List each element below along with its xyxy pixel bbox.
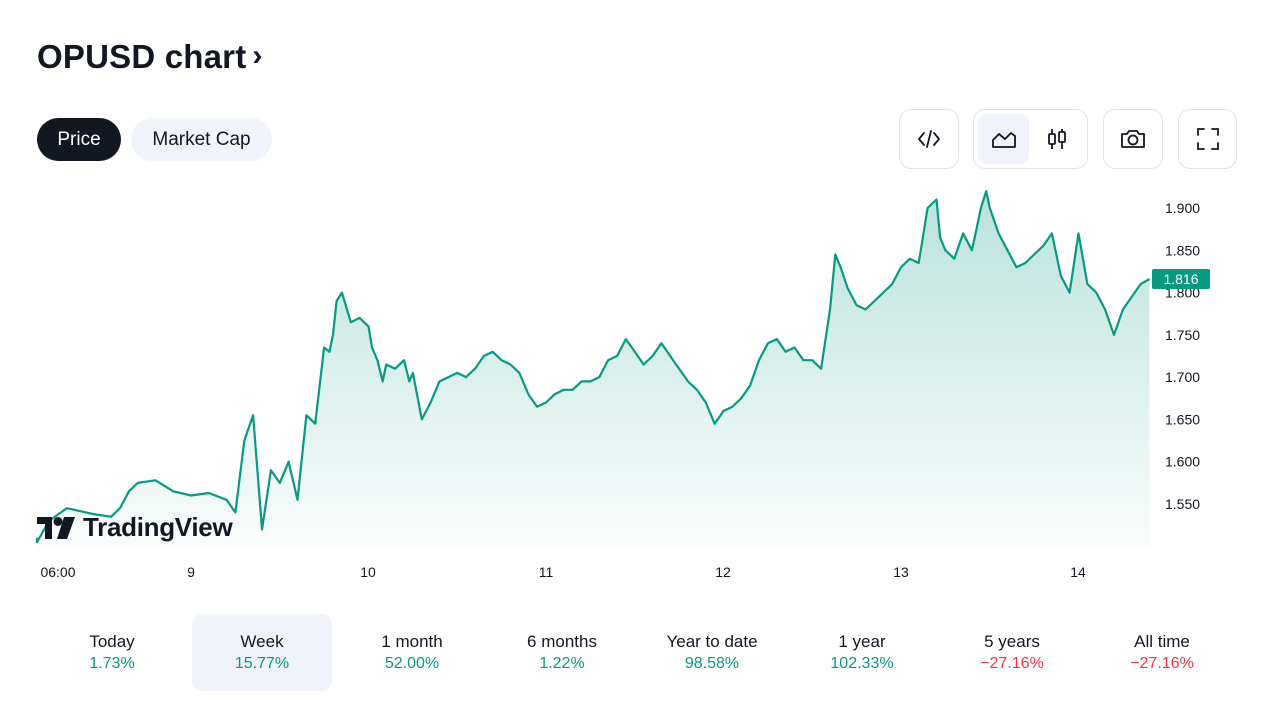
period-change-value: 98.58%	[684, 655, 740, 672]
y-tick-label: 1.900	[1165, 200, 1200, 216]
tradingview-logo-icon	[37, 516, 75, 539]
tradingview-logo[interactable]: TradingView	[37, 512, 233, 543]
period-label: Week	[240, 632, 284, 651]
last-price-tag: 1.816	[1152, 269, 1210, 290]
price-area-fill	[37, 191, 1150, 548]
x-tick-label: 12	[715, 564, 731, 580]
page-title: OPUSD chart	[37, 38, 247, 75]
price-line	[35, 190, 1151, 544]
period-week[interactable]: Week 15.77%	[192, 614, 332, 691]
period-6-months[interactable]: 6 months 1.22%	[492, 614, 632, 691]
tab-price-label: Price	[57, 128, 101, 150]
x-tick-label: 10	[360, 564, 376, 580]
period-label: 1 year	[838, 632, 886, 651]
chevron-right-icon: ›	[252, 39, 263, 72]
tradingview-logo-text: TradingView	[83, 512, 233, 542]
candles-button[interactable]	[1031, 114, 1082, 164]
x-axis: 06:00 9 10 11 12 13 14	[40, 564, 1086, 580]
fullscreen-button[interactable]	[1178, 109, 1237, 169]
y-tick-label: 1.600	[1165, 454, 1200, 470]
tab-market-cap[interactable]: Market Cap	[131, 118, 272, 161]
x-tick-label: 9	[187, 564, 195, 580]
period-today[interactable]: Today 1.73%	[42, 614, 182, 691]
period-label: Today	[89, 632, 135, 651]
fullscreen-icon	[1196, 128, 1219, 150]
code-icon	[918, 130, 940, 148]
x-tick-label: 14	[1070, 564, 1086, 580]
period-label: Year to date	[666, 632, 758, 651]
period-change-value: −27.16%	[980, 655, 1044, 672]
y-tick-label: 1.850	[1165, 242, 1200, 258]
period-change-value: 52.00%	[384, 655, 440, 672]
chart-title-link[interactable]: OPUSD chart ›	[37, 38, 262, 76]
period-1-month[interactable]: 1 month 52.00%	[342, 614, 482, 691]
y-tick-label: 1.650	[1165, 411, 1200, 427]
embed-button[interactable]	[899, 109, 959, 169]
chart-type-toggle	[973, 109, 1088, 169]
price-chart[interactable]: 1.9001.8501.8001.7501.7001.6501.6001.550…	[0, 180, 1280, 590]
period-change-value: −27.16%	[1130, 655, 1194, 672]
period-year-to-date[interactable]: Year to date 98.58%	[642, 614, 782, 691]
snapshot-button[interactable]	[1103, 109, 1163, 169]
period-change-value: 1.22%	[539, 655, 585, 672]
tab-market-cap-label: Market Cap	[152, 128, 251, 150]
period-5-years[interactable]: 5 years −27.16%	[942, 614, 1082, 691]
y-tick-label: 1.700	[1165, 369, 1200, 385]
y-tick-label: 1.750	[1165, 327, 1200, 343]
area-chart-icon	[991, 132, 1016, 148]
period-change-value: 1.73%	[89, 655, 135, 672]
period-label: All time	[1134, 632, 1190, 651]
last-price-label: 1.816	[1163, 271, 1198, 287]
x-tick-label: 11	[539, 564, 554, 580]
period-all-time[interactable]: All time −27.16%	[1092, 614, 1232, 691]
period-change-value: 102.33%	[830, 655, 894, 672]
y-tick-label: 1.550	[1165, 496, 1200, 512]
candlestick-icon	[1047, 129, 1066, 149]
period-label: 1 month	[381, 632, 443, 651]
camera-icon	[1121, 130, 1145, 148]
period-label: 5 years	[984, 632, 1040, 651]
x-tick-label: 13	[893, 564, 909, 580]
last-price-tag-bg	[1152, 269, 1210, 290]
x-tick-label: 06:00	[40, 564, 75, 580]
tab-price[interactable]: Price	[37, 118, 121, 161]
period-1-year[interactable]: 1 year 102.33%	[792, 614, 932, 691]
period-selector: Today 1.73% Week 15.77% 1 month 52.00% 6 month…	[37, 614, 1237, 691]
area-chart-button[interactable]	[978, 114, 1029, 164]
period-label: 6 months	[527, 632, 597, 651]
period-change-value: 15.77%	[234, 655, 290, 672]
